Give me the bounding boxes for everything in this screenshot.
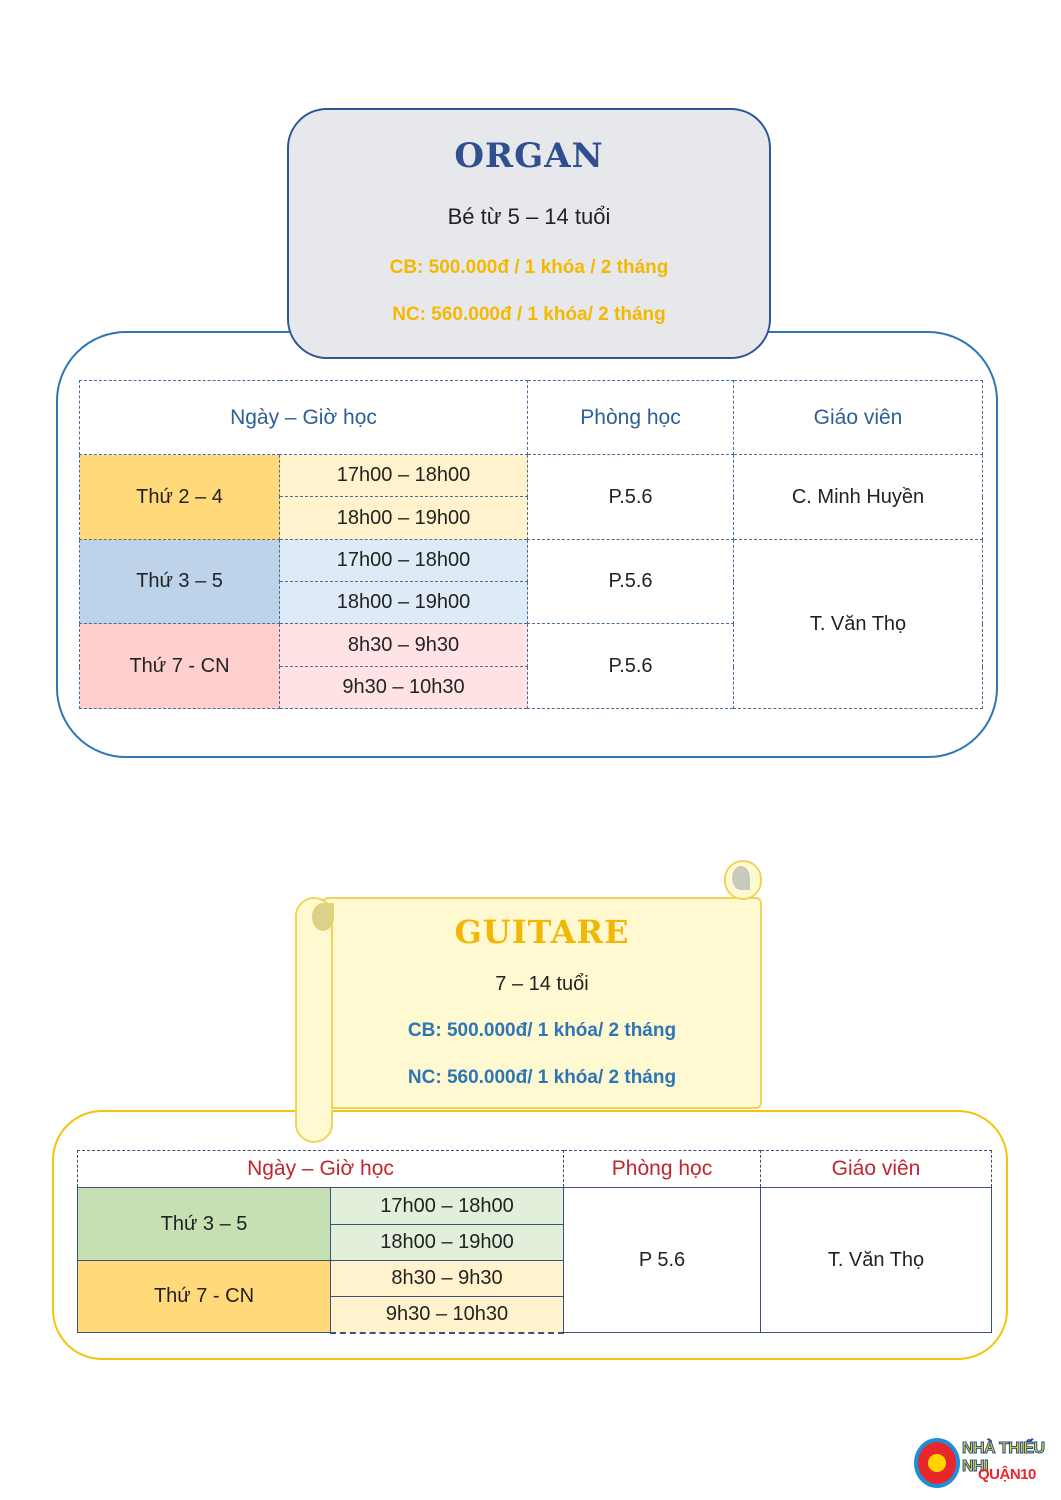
guitare-time-cell: 18h00 – 19h00 xyxy=(330,1224,564,1261)
guitare-price-advanced: NC: 560.000đ/ 1 khóa/ 2 tháng xyxy=(407,1067,677,1088)
organ-day-cell: Thứ 3 – 5 xyxy=(79,539,280,624)
guitare-day-cell: Thứ 7 - CN xyxy=(77,1260,331,1333)
scroll-left-curl xyxy=(312,903,334,931)
organ-day-cell: Thứ 7 - CN xyxy=(79,623,280,709)
organ-header-card: ORGAN Bé từ 5 – 14 tuổi CB: 500.000đ / 1… xyxy=(287,108,771,359)
organ-time-cell: 18h00 – 19h00 xyxy=(279,581,528,624)
guitare-room-cell: P 5.6 xyxy=(563,1187,761,1333)
organ-room-cell: P.5.6 xyxy=(527,539,734,624)
logo-swirl-icon xyxy=(914,1438,960,1488)
organ-day-cell: Thứ 2 – 4 xyxy=(79,454,280,540)
guitare-header-day-time: Ngày – Giờ học xyxy=(77,1150,564,1188)
organ-age: Bé từ 5 – 14 tuổi xyxy=(447,204,611,229)
organ-time-cell: 17h00 – 18h00 xyxy=(279,539,528,582)
guitare-schedule-table: Ngày – Giờ học Phòng học Giáo viên Thứ 3… xyxy=(77,1150,992,1334)
organ-schedule-table: Ngày – Giờ học Phòng học Giáo viên Thứ 2… xyxy=(79,380,983,709)
guitare-time-cell: 8h30 – 9h30 xyxy=(330,1260,564,1297)
guitare-time-cell: 9h30 – 10h30 xyxy=(330,1296,564,1334)
organ-header-day-time: Ngày – Giờ học xyxy=(79,380,528,455)
organ-time-cell: 17h00 – 18h00 xyxy=(279,454,528,497)
organ-time-cell: 9h30 – 10h30 xyxy=(279,666,528,709)
organ-header-room: Phòng học xyxy=(527,380,734,455)
guitare-title: GUITARE xyxy=(454,913,630,951)
guitare-header: GUITARE 7 – 14 tuổi CB: 500.000đ/ 1 khóa… xyxy=(322,897,762,1109)
organ-room-cell: P.5.6 xyxy=(527,623,734,709)
organ-time-cell: 8h30 – 9h30 xyxy=(279,623,528,667)
guitare-teacher-cell: T. Văn Thọ xyxy=(760,1187,992,1333)
organ-price-basic: CB: 500.000đ / 1 khóa / 2 tháng xyxy=(389,257,669,278)
organ-room-cell: P.5.6 xyxy=(527,454,734,540)
scroll-left-roll xyxy=(295,897,333,1143)
organ-teacher-cell: C. Minh Huyền xyxy=(733,454,983,540)
guitare-scroll-banner xyxy=(322,897,762,1109)
organ-header-teacher: Giáo viên xyxy=(733,380,983,455)
guitare-header-teacher: Giáo viên xyxy=(760,1150,992,1188)
nha-thieu-nhi-logo: NHÀ THIẾU NHI QUẬN10 xyxy=(910,1436,1050,1494)
guitare-age: 7 – 14 tuổi xyxy=(495,973,589,995)
guitare-header-room: Phòng học xyxy=(563,1150,761,1188)
logo-line-2: QUẬN10 xyxy=(978,1466,1036,1483)
guitare-time-cell: 17h00 – 18h00 xyxy=(330,1187,564,1225)
organ-teacher-cell: T. Văn Thọ xyxy=(733,539,983,709)
scroll-right-curl xyxy=(732,866,750,890)
organ-price-advanced: NC: 560.000đ / 1 khóa/ 2 tháng xyxy=(392,304,666,325)
guitare-price-basic: CB: 500.000đ/ 1 khóa/ 2 tháng xyxy=(407,1020,677,1041)
guitare-day-cell: Thứ 3 – 5 xyxy=(77,1187,331,1261)
guitare-frame xyxy=(52,1110,1008,1360)
logo-line-1: NHÀ THIẾU NHI xyxy=(962,1440,1046,1476)
organ-title: ORGAN xyxy=(454,136,604,176)
organ-time-cell: 18h00 – 19h00 xyxy=(279,496,528,540)
